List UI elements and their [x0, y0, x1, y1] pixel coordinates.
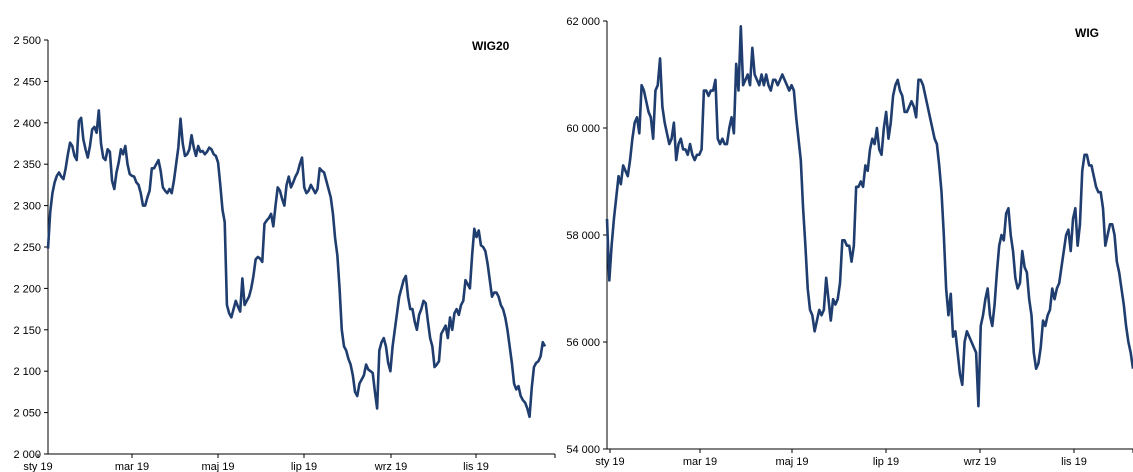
- wig20-y-tick-label: 2 050: [13, 408, 41, 420]
- wig-y-tick-label: 54 000: [566, 444, 600, 456]
- wig20-y-tick-label: 2 000: [13, 449, 41, 461]
- wig-y-tick-label: 60 000: [566, 123, 600, 135]
- wig20-chart-title: WIG20: [472, 39, 510, 53]
- wig20-x-tick-label: lis 19: [463, 461, 489, 472]
- wig-y-ticks: 54 000 56 000 58 000 60 000 62 000: [566, 16, 607, 456]
- wig20-y-tick-label: 2 150: [13, 325, 41, 337]
- wig20-x-ticks: sty 19 mar 19 maj 19 lip 19 wrz 19 lis 19: [23, 454, 556, 472]
- wig-x-tick-label: lis 19: [1061, 456, 1087, 468]
- wig-y-tick-label: 58 000: [566, 230, 600, 242]
- wig20-x-tick-label: wrz 19: [374, 461, 407, 472]
- wig20-y-tick-label: 2 450: [13, 76, 41, 88]
- wig20-y-tick-label: 2 350: [13, 159, 41, 171]
- wig-x-tick-label: mar 19: [683, 456, 717, 468]
- wig-y-tick-label: 62 000: [566, 16, 600, 28]
- wig20-y-tick-label: 2 100: [13, 366, 41, 378]
- wig20-x-tick-label: sty 19: [23, 461, 52, 472]
- wig20-x-tick-label: mar 19: [115, 461, 149, 472]
- wig20-x-tick-label: maj 19: [201, 461, 234, 472]
- wig-chart-title: WIG: [1075, 26, 1099, 40]
- wig20-y-ticks: 2 000 2 050 2 100 2 150 2 200 2 250 2 300 2 350…: [13, 35, 48, 461]
- wig20-y-tick-label: 2 400: [13, 118, 41, 130]
- wig20-y-tick-label: 2 250: [13, 242, 41, 254]
- wig-x-tick-label: sty 19: [595, 456, 624, 468]
- wig-x-tick-label: wrz 19: [963, 456, 996, 468]
- wig-chart: 54 000 56 000 58 000 60 000 62 000 sty 19 mar…: [566, 16, 1133, 468]
- wig-x-ticks: sty 19 mar 19 maj 19 lip 19 wrz 19 lis 19: [595, 449, 1133, 468]
- wig-series-line: [605, 25, 1133, 408]
- wig-x-tick-label: lip 19: [873, 456, 899, 468]
- wig-y-tick-label: 56 000: [566, 337, 600, 349]
- wig-x-tick-label: maj 19: [775, 456, 808, 468]
- wig20-x-tick-label: lip 19: [291, 461, 317, 472]
- wig20-chart: 2 000 2 050 2 100 2 150 2 200 2 250 2 300 2 350…: [13, 35, 556, 472]
- wig20-y-tick-label: 2 200: [13, 283, 41, 295]
- wig20-series-line: [46, 109, 547, 419]
- wig20-y-tick-label: 2 500: [13, 35, 41, 47]
- wig20-y-tick-label: 2 300: [13, 201, 41, 213]
